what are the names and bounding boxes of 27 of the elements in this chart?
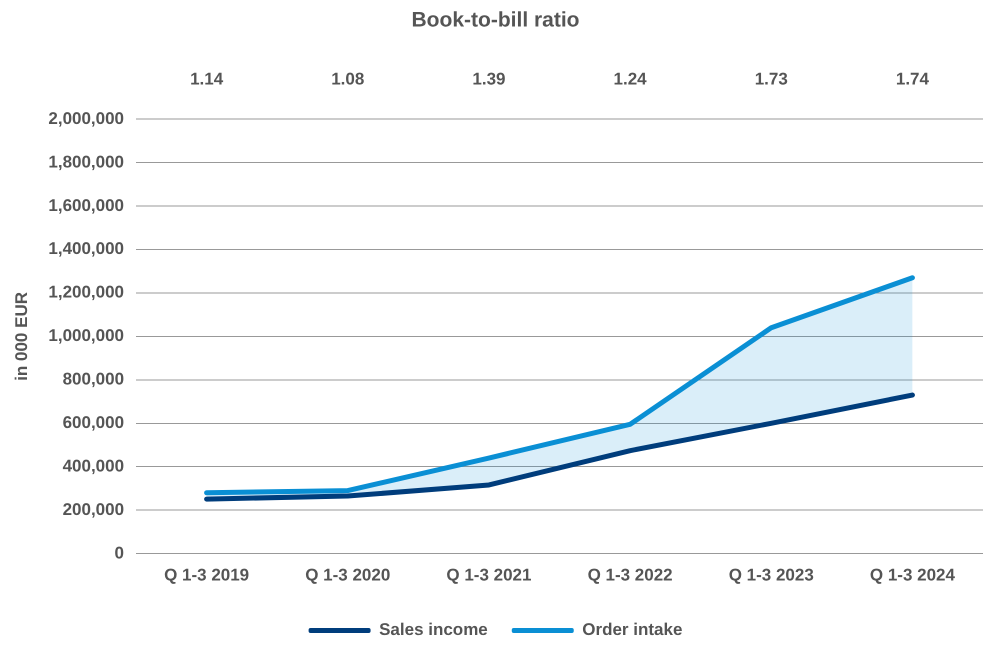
x-tick-label: Q 1-3 2020 [305, 565, 390, 584]
chart-title: Book-to-bill ratio [412, 8, 580, 32]
text: 1.39 [472, 70, 506, 89]
x-tick-label: Q 1-3 2022 [588, 565, 673, 584]
x-tick-label: Q 1-3 2023 [728, 565, 814, 584]
x-tick-label: Q 1-3 2021 [446, 565, 532, 584]
text: 1.14 [190, 70, 224, 89]
y-tick-label: 0 [114, 543, 124, 562]
text: 1.74 [896, 70, 930, 89]
y-tick-label: 1,800,000 [48, 152, 124, 172]
y-tick-label: 800,000 [62, 370, 124, 389]
y-tick-label: 600,000 [62, 412, 124, 432]
legend-label: Order intake [582, 620, 682, 640]
y-tick-label: 1,200,000 [48, 282, 124, 302]
legend-label: Sales income [379, 620, 488, 640]
y-tick-label: 200,000 [62, 500, 124, 519]
y-tick-label: 1,400,000 [48, 239, 124, 258]
y-tick-label: 1,000,000 [48, 326, 124, 346]
y-tick-label: 1,600,000 [48, 196, 124, 215]
x-tick-label: Q 1-3 2024 [870, 565, 956, 584]
text: 1.73 [754, 70, 788, 89]
y-tick-label: 400,000 [62, 456, 124, 476]
x-tick-label: Q 1-3 2019 [164, 565, 250, 584]
text: 1.08 [331, 70, 364, 89]
text: 1.24 [614, 70, 648, 89]
y-axis-title: in 000 EUR [12, 292, 31, 381]
y-tick-label: 2,000,000 [48, 108, 124, 128]
